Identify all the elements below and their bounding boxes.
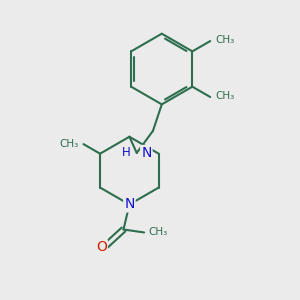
Text: CH₃: CH₃	[60, 139, 79, 149]
Text: N: N	[124, 197, 135, 212]
Text: N: N	[141, 146, 152, 160]
Text: CH₃: CH₃	[215, 34, 235, 45]
Text: H: H	[122, 146, 131, 159]
Text: CH₃: CH₃	[148, 227, 168, 237]
Text: CH₃: CH₃	[215, 91, 235, 100]
Text: O: O	[96, 240, 107, 254]
